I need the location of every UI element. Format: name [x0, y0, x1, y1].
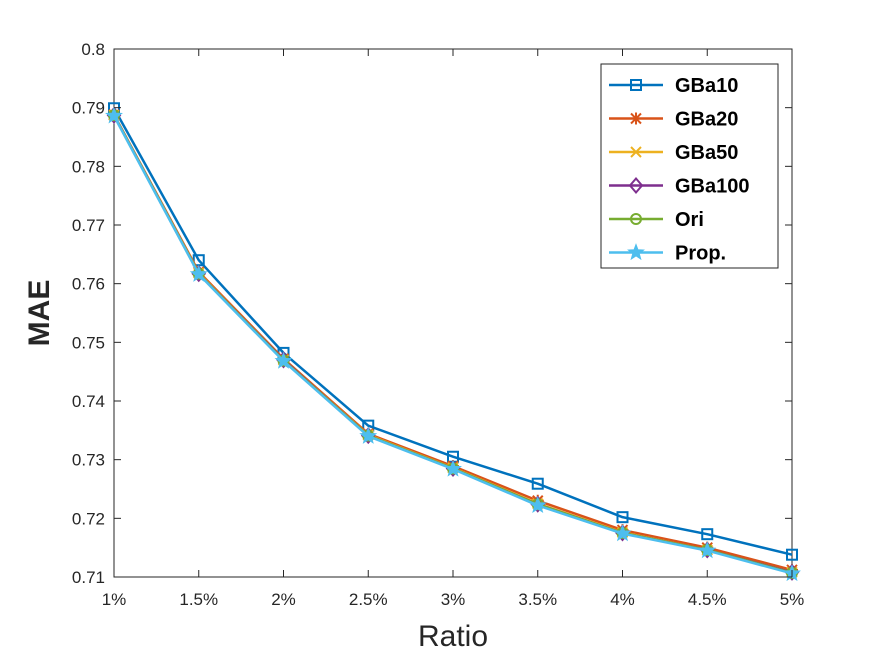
y-tick-label: 0.74 [72, 392, 105, 411]
y-tick-label: 0.73 [72, 451, 105, 470]
data-point-circle [630, 213, 642, 225]
data-point-star [698, 541, 717, 559]
y-tick-label: 0.71 [72, 568, 105, 587]
data-point-square [616, 511, 629, 524]
data-point-star [613, 524, 632, 542]
data-point-square [531, 477, 544, 490]
legend-label: GBa10 [675, 75, 738, 97]
legend-item: GBa10 [609, 75, 738, 97]
y-tick-label: 0.79 [72, 99, 105, 118]
x-axis: 1% 1.5% 2% 2.5% 3% 3.5% 4% 4.5% 5% [102, 49, 805, 609]
legend-box [600, 63, 779, 269]
data-point-star [189, 264, 208, 282]
y-tick-label: 0.78 [72, 157, 105, 176]
data-point-star [359, 426, 378, 444]
data-point-square [630, 79, 642, 91]
series-line [112, 107, 793, 556]
y-tick-label: 0.75 [72, 333, 105, 352]
y-axis: 0.71 0.72 0.73 0.74 0.75 0.76 0.77 0.78 0.79 0.8 [72, 40, 792, 587]
data-point-square [701, 528, 714, 541]
y-axis-title: MAE [23, 280, 56, 347]
data-point-star [274, 351, 293, 369]
y-tick-label: 0.77 [72, 216, 105, 235]
legend-item: GBa20 [609, 109, 738, 131]
series-layer [105, 102, 801, 582]
legend-label: GBa50 [675, 142, 738, 164]
legend-item: GBa50 [609, 142, 738, 164]
x-tick-label: 3.5% [518, 590, 557, 609]
data-point-star [528, 495, 547, 514]
data-point-square [786, 548, 798, 561]
data-point-x [630, 146, 642, 158]
x-axis-title: Ratio [418, 620, 488, 653]
legend-item: GBa100 [609, 176, 750, 198]
legend-label: Prop. [675, 243, 726, 265]
y-tick-label: 0.72 [72, 509, 105, 528]
x-tick-label: 5% [780, 590, 805, 609]
x-tick-label: 2.5% [349, 590, 388, 609]
y-tick-label: 0.8 [81, 40, 105, 59]
series-prop [105, 106, 801, 582]
data-point-star [444, 459, 462, 477]
x-tick-label: 1% [102, 590, 127, 609]
legend: GBa10 GBa20 GBa50 GBa100 Ori Prop. [600, 63, 779, 269]
x-tick-label: 4.5% [688, 590, 727, 609]
data-point-diamond [628, 176, 644, 195]
y-tick-label: 0.76 [72, 275, 105, 294]
x-tick-label: 1.5% [179, 590, 218, 609]
legend-item: Ori [609, 209, 704, 231]
x-tick-label: 3% [441, 590, 466, 609]
legend-label: GBa20 [675, 109, 738, 131]
legend-label: GBa100 [675, 176, 750, 198]
x-tick-label: 4% [610, 590, 635, 609]
x-tick-label: 2% [271, 590, 296, 609]
legend-item: Prop. [609, 243, 726, 265]
legend-label: Ori [675, 209, 704, 231]
data-point-asterisk [630, 112, 642, 125]
data-point-star [105, 106, 123, 124]
data-point-star [627, 243, 645, 261]
